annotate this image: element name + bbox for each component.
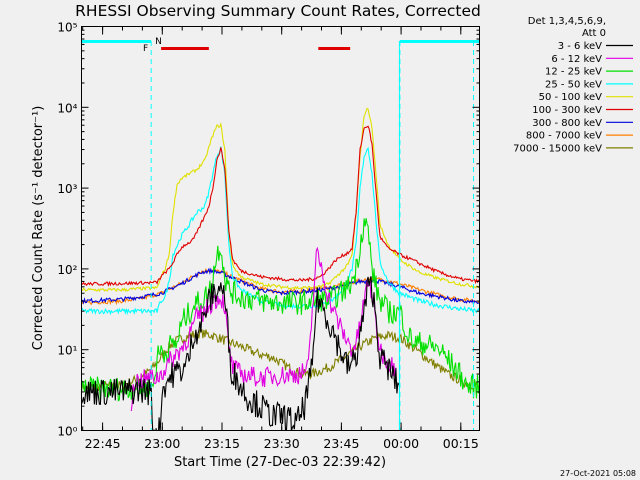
series-line bbox=[81, 107, 480, 293]
series-line bbox=[130, 246, 397, 412]
legend-label: 100 - 300 keV bbox=[532, 105, 602, 116]
y-tick-label: 10⁵ bbox=[57, 21, 77, 35]
legend-header: Det 1,3,4,5,6,9, bbox=[528, 16, 606, 27]
x-tick-label: 23:45 bbox=[323, 436, 359, 451]
flag-letter: F bbox=[143, 44, 148, 54]
x-axis-label: Start Time (27-Dec-03 22:39:42) bbox=[174, 455, 386, 470]
legend: Det 1,3,4,5,6,9,Att 0 3 - 6 keV 6 - 12 keV… bbox=[513, 16, 633, 154]
y-tick-label: 10² bbox=[57, 263, 77, 277]
annotation-layer: FN bbox=[81, 37, 480, 430]
legend-header: Att 0 bbox=[582, 28, 606, 39]
series-line bbox=[81, 146, 480, 316]
y-tick-label: 10¹ bbox=[57, 344, 77, 358]
series-layer bbox=[81, 107, 480, 431]
series-line bbox=[81, 329, 480, 392]
legend-label: 50 - 100 keV bbox=[539, 92, 603, 103]
y-tick-label: 10³ bbox=[57, 182, 77, 196]
flag-letter: N bbox=[155, 37, 162, 47]
chart-title: RHESSI Observing Summary Count Rates, Co… bbox=[75, 2, 481, 20]
legend-label: 6 - 12 keV bbox=[551, 54, 602, 65]
x-tick-label: 22:45 bbox=[85, 436, 121, 451]
x-tick-label: 23:15 bbox=[204, 436, 240, 451]
date-stamp: 27-Oct-2021 05:08 bbox=[560, 469, 636, 478]
y-tick-label: 10⁴ bbox=[57, 101, 77, 115]
x-tick-label: 23:00 bbox=[144, 436, 180, 451]
series-line bbox=[81, 276, 401, 431]
legend-label: 800 - 7000 keV bbox=[526, 131, 602, 142]
legend-label: 7000 - 15000 keV bbox=[513, 143, 602, 154]
legend-label: 3 - 6 keV bbox=[558, 41, 602, 52]
series-line bbox=[81, 125, 480, 287]
x-tick-label: 00:00 bbox=[383, 436, 419, 451]
x-tick-label: 23:30 bbox=[264, 436, 300, 451]
axis-layer: 10⁰ 10¹ 10² 10³ 10⁴ 10⁵ 22:45 23:00 23:15 23:30 23… bbox=[57, 21, 480, 451]
series-line bbox=[81, 218, 480, 402]
series-line bbox=[81, 267, 480, 307]
legend-label: 300 - 800 keV bbox=[532, 118, 602, 129]
x-tick-label: 00:15 bbox=[443, 436, 479, 451]
y-axis-label: Corrected Count Rate (s⁻¹ detector⁻¹) bbox=[31, 106, 46, 351]
legend-label: 25 - 50 keV bbox=[545, 79, 602, 90]
legend-label: 12 - 25 keV bbox=[545, 67, 602, 78]
y-tick-label: 10⁰ bbox=[57, 425, 77, 439]
plot-frame bbox=[81, 26, 480, 431]
